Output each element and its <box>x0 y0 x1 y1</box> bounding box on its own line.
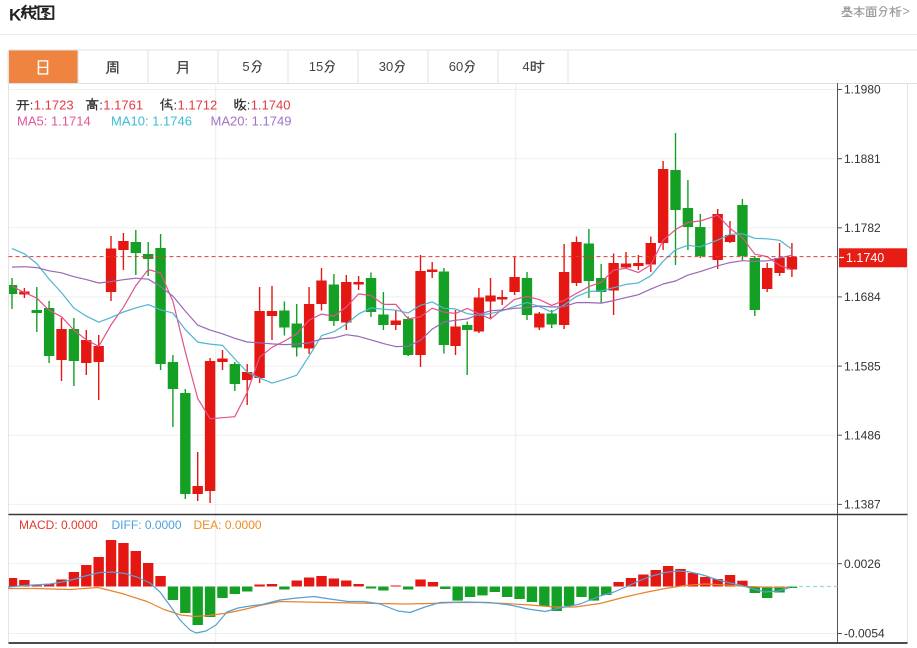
svg-text:60: 60 <box>449 59 463 74</box>
svg-text:1.1585: 1.1585 <box>844 359 881 373</box>
svg-text::: : <box>247 98 251 113</box>
svg-text::: : <box>99 98 103 113</box>
svg-text:1.1723: 1.1723 <box>34 98 74 113</box>
svg-text:DIFF: 0.0000: DIFF: 0.0000 <box>112 518 182 532</box>
svg-text:K: K <box>9 6 22 25</box>
svg-text:1.1387: 1.1387 <box>844 498 881 512</box>
svg-text:MA10: 1.1746: MA10: 1.1746 <box>111 114 192 129</box>
svg-text:1.1881: 1.1881 <box>844 152 881 166</box>
svg-text:1.1740: 1.1740 <box>846 251 884 265</box>
svg-text:15: 15 <box>309 59 323 74</box>
svg-text:1.1782: 1.1782 <box>844 221 881 235</box>
svg-text:1.1712: 1.1712 <box>178 98 218 113</box>
svg-text:0.0026: 0.0026 <box>844 557 881 571</box>
svg-text:30: 30 <box>379 59 393 74</box>
svg-text:DEA: 0.0000: DEA: 0.0000 <box>194 518 262 532</box>
svg-text:MA5: 1.1714: MA5: 1.1714 <box>17 114 91 129</box>
svg-text:1.1980: 1.1980 <box>844 83 881 97</box>
svg-text:-0.0054: -0.0054 <box>844 627 885 641</box>
svg-text:1.1486: 1.1486 <box>844 428 881 442</box>
svg-text:1.1740: 1.1740 <box>251 98 291 113</box>
svg-text:1.1761: 1.1761 <box>103 98 143 113</box>
svg-text::: : <box>30 98 34 113</box>
svg-text:4: 4 <box>522 59 529 74</box>
svg-text:>: > <box>903 4 910 18</box>
svg-text:MA20: 1.1749: MA20: 1.1749 <box>211 114 292 129</box>
svg-text:1.1684: 1.1684 <box>844 290 881 304</box>
svg-text:5: 5 <box>242 59 249 74</box>
svg-text:MACD: 0.0000: MACD: 0.0000 <box>19 518 98 532</box>
svg-text::: : <box>174 98 178 113</box>
